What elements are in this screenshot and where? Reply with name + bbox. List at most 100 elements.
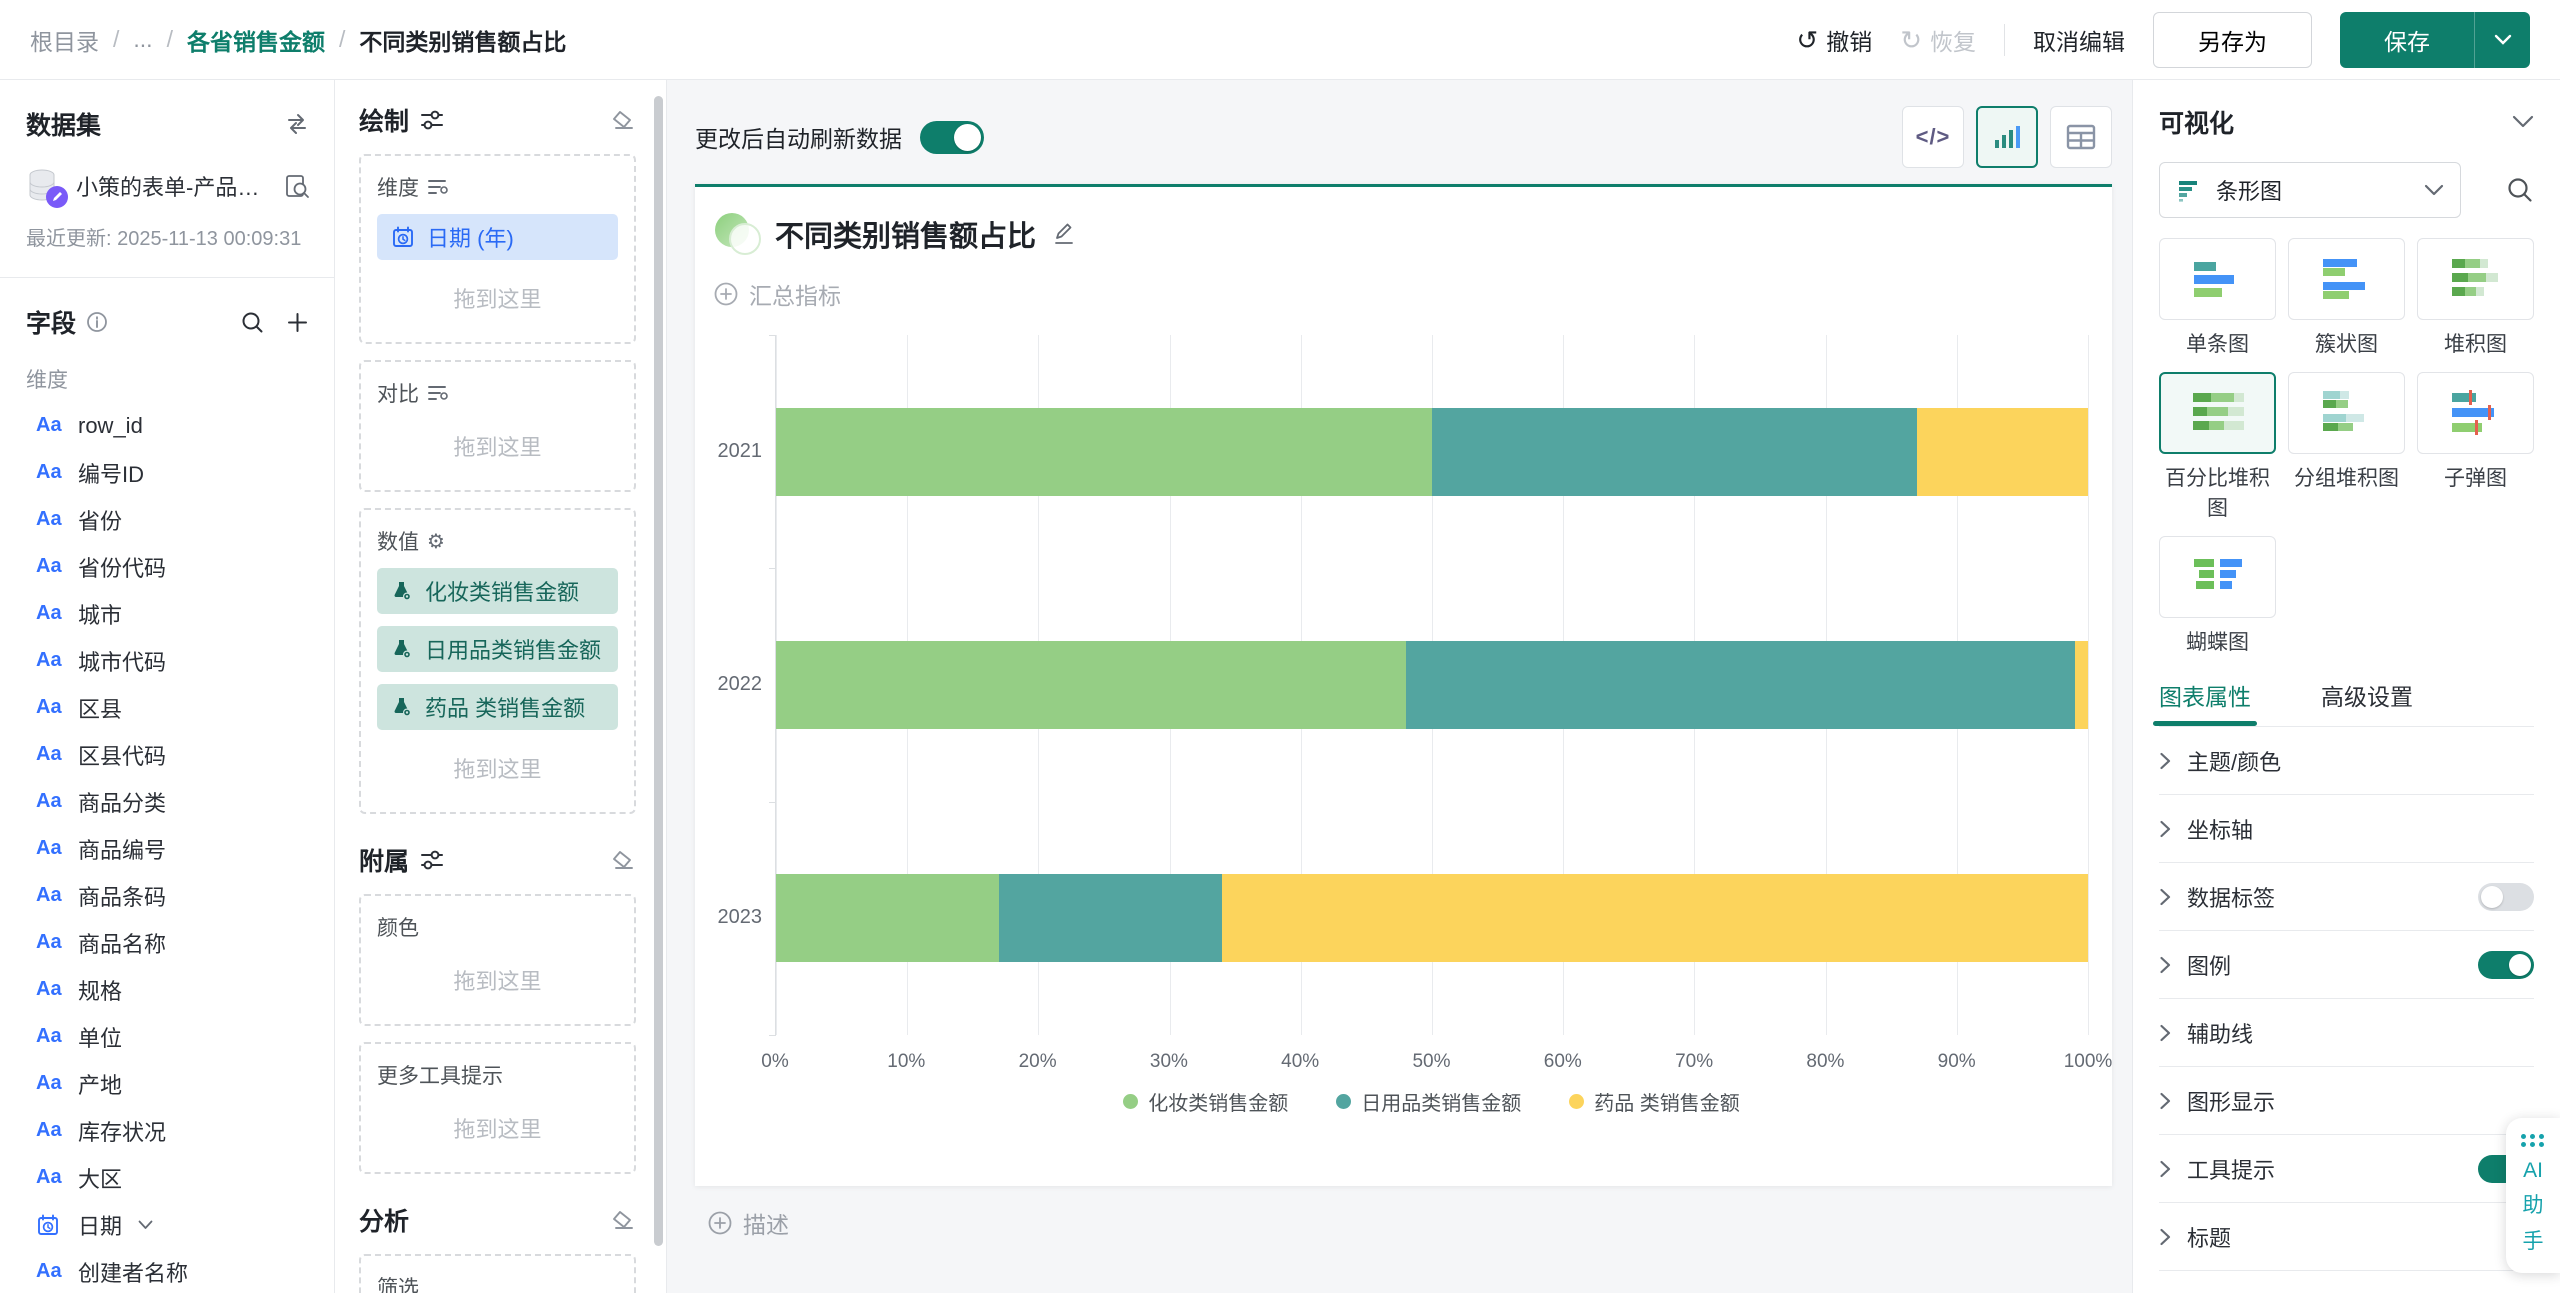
field-item[interactable]: Aa 省份 [26, 496, 310, 543]
circle-plus-icon [714, 282, 738, 306]
field-item[interactable]: Aa 单位 [26, 1013, 310, 1060]
bar-segment[interactable] [1222, 874, 2088, 963]
cancel-edit-button[interactable]: 取消编辑 [2033, 28, 2125, 55]
bar-segment[interactable] [776, 407, 1432, 496]
gear-icon[interactable]: ⚙ [427, 530, 445, 553]
legend-item[interactable]: 药品 类销售金额 [1569, 1087, 1740, 1116]
clear-subsidiary-icon[interactable] [610, 847, 636, 873]
preview-dataset-icon[interactable] [284, 173, 310, 199]
chart-type-grouped[interactable]: 分组堆积图 [2288, 372, 2405, 522]
property-row[interactable]: 卡片设置 [2159, 1270, 2534, 1293]
auto-refresh-toggle[interactable] [920, 120, 984, 154]
dimension-pill-date-year[interactable]: 日期 (年) [377, 214, 618, 260]
field-item[interactable]: Aa 商品条码 [26, 872, 310, 919]
color-dropzone[interactable]: 颜色 拖到这里 [359, 894, 636, 1026]
measure-pill[interactable]: 化妆类销售金额 [377, 568, 618, 614]
property-row[interactable]: 辅助线 [2159, 998, 2534, 1066]
bar-segment[interactable] [776, 641, 1406, 729]
field-item[interactable]: Aa 创建者名称 [26, 1248, 310, 1293]
tab-advanced-settings[interactable]: 高级设置 [2321, 684, 2413, 710]
property-toggle[interactable] [2478, 882, 2534, 911]
search-fields-icon[interactable] [240, 310, 265, 335]
collapse-panel-icon[interactable] [2512, 115, 2534, 129]
filter-dropzone[interactable]: 筛选 拖到这里 [359, 1254, 636, 1293]
measure-pill[interactable]: 药品 类销售金额 [377, 684, 618, 730]
bar-segment[interactable] [1917, 407, 2088, 496]
tab-chart-properties[interactable]: 图表属性 [2153, 678, 2257, 726]
property-row[interactable]: 标题 [2159, 1202, 2534, 1270]
undo-button[interactable]: ↺ 撤销 [1796, 24, 1873, 55]
breadcrumb-ellipsis[interactable]: ... [133, 26, 153, 52]
chart-view-button[interactable] [1976, 106, 2038, 168]
field-item[interactable]: Aa 商品名称 [26, 919, 310, 966]
field-item[interactable]: Aa 区县代码 [26, 731, 310, 778]
text-field-icon: Aa [36, 931, 62, 953]
bar-segment[interactable] [999, 874, 1223, 963]
draw-panel-scrollbar[interactable] [654, 96, 663, 1246]
add-description[interactable]: 描述 [695, 1206, 2112, 1240]
bar-segment[interactable] [776, 874, 1000, 963]
dataset-row[interactable]: 小策的表单-产品练习... [26, 168, 310, 208]
y-axis-label: 2023 [717, 906, 763, 929]
clear-draw-icon[interactable] [610, 107, 636, 133]
field-item[interactable]: Aa 库存状况 [26, 1107, 310, 1154]
field-item[interactable]: Aa 商品编号 [26, 825, 310, 872]
field-item[interactable]: Aa 商品分类 [26, 778, 310, 825]
field-item[interactable]: 日期 [26, 1201, 310, 1248]
dimension-dropzone[interactable]: 维度 日期 (年) 拖到这里 [359, 154, 636, 344]
chevron-right-icon [2160, 1092, 2171, 1109]
bar-segment[interactable] [2074, 641, 2088, 729]
property-row[interactable]: 图例 [2159, 930, 2534, 998]
field-item[interactable]: Aa 产地 [26, 1060, 310, 1107]
code-view-button[interactable]: </> [1902, 106, 1964, 168]
field-name: row_id [78, 412, 143, 438]
redo-button[interactable]: ↻ 恢复 [1900, 24, 1976, 55]
add-summary-metric[interactable]: 汇总指标 [709, 277, 2088, 311]
more-tooltip-dropzone[interactable]: 更多工具提示 拖到这里 [359, 1042, 636, 1174]
property-row[interactable]: 图形显示 [2159, 1066, 2534, 1134]
chart-type-clustered[interactable]: 簇状图 [2288, 238, 2405, 358]
save-button[interactable]: 保存 [2340, 11, 2474, 68]
field-item[interactable]: Aa 大区 [26, 1154, 310, 1201]
field-item[interactable]: Aa 区县 [26, 684, 310, 731]
property-row[interactable]: 坐标轴 [2159, 794, 2534, 862]
switch-dataset-icon[interactable] [284, 111, 310, 137]
text-field-icon: Aa [36, 884, 62, 906]
bar-segment[interactable] [1432, 407, 1918, 496]
table-view-button[interactable] [2050, 106, 2112, 168]
chart-type-select[interactable]: 条形图 [2159, 162, 2461, 218]
legend-item[interactable]: 化妆类销售金额 [1123, 1087, 1288, 1116]
property-row[interactable]: 数据标签 [2159, 862, 2534, 930]
property-row[interactable]: 工具提示 [2159, 1134, 2534, 1202]
chart-type-butterfly[interactable]: 蝴蝶图 [2159, 536, 2276, 656]
ai-assistant-button[interactable]: AI 助 手 [2506, 1118, 2560, 1273]
clear-analysis-icon[interactable] [610, 1207, 636, 1233]
save-dropdown-button[interactable] [2474, 11, 2530, 68]
bar-segment[interactable] [1405, 641, 2075, 729]
field-item[interactable]: Aa 城市 [26, 590, 310, 637]
value-dropzone[interactable]: 数值 ⚙ 化妆类销售金额 日用品类销售金额 药品 类销售金额 拖到这里 [359, 508, 636, 814]
field-item[interactable]: Aa 规格 [26, 966, 310, 1013]
edit-title-icon[interactable] [1050, 220, 1078, 248]
compare-dropzone[interactable]: 对比 拖到这里 [359, 360, 636, 492]
breadcrumb-parent[interactable]: 各省销售金额 [186, 28, 325, 55]
field-name: 日期 [78, 1213, 123, 1239]
save-as-button[interactable]: 另存为 [2153, 11, 2312, 68]
property-toggle[interactable] [2478, 950, 2534, 979]
chart-type-value: 条形图 [2216, 179, 2283, 204]
property-row[interactable]: 主题/颜色 [2159, 726, 2534, 794]
chart-type-bullet[interactable]: 子弹图 [2417, 372, 2534, 522]
breadcrumb-separator: / [113, 26, 120, 52]
breadcrumb-root[interactable]: 根目录 [30, 28, 99, 55]
chart-type-single[interactable]: 单条图 [2159, 238, 2276, 358]
chart-type-stacked[interactable]: 堆积图 [2417, 238, 2534, 358]
search-chart-type-icon[interactable] [2506, 176, 2534, 204]
chart-type-percent[interactable]: 百分比堆积图 [2159, 372, 2276, 522]
add-field-icon[interactable] [285, 310, 310, 335]
field-item[interactable]: Aa 省份代码 [26, 543, 310, 590]
measure-pill[interactable]: 日用品类销售金额 [377, 626, 618, 672]
legend-item[interactable]: 日用品类销售金额 [1336, 1087, 1521, 1116]
field-item[interactable]: Aa row_id [26, 402, 310, 449]
field-item[interactable]: Aa 编号ID [26, 449, 310, 496]
field-item[interactable]: Aa 城市代码 [26, 637, 310, 684]
